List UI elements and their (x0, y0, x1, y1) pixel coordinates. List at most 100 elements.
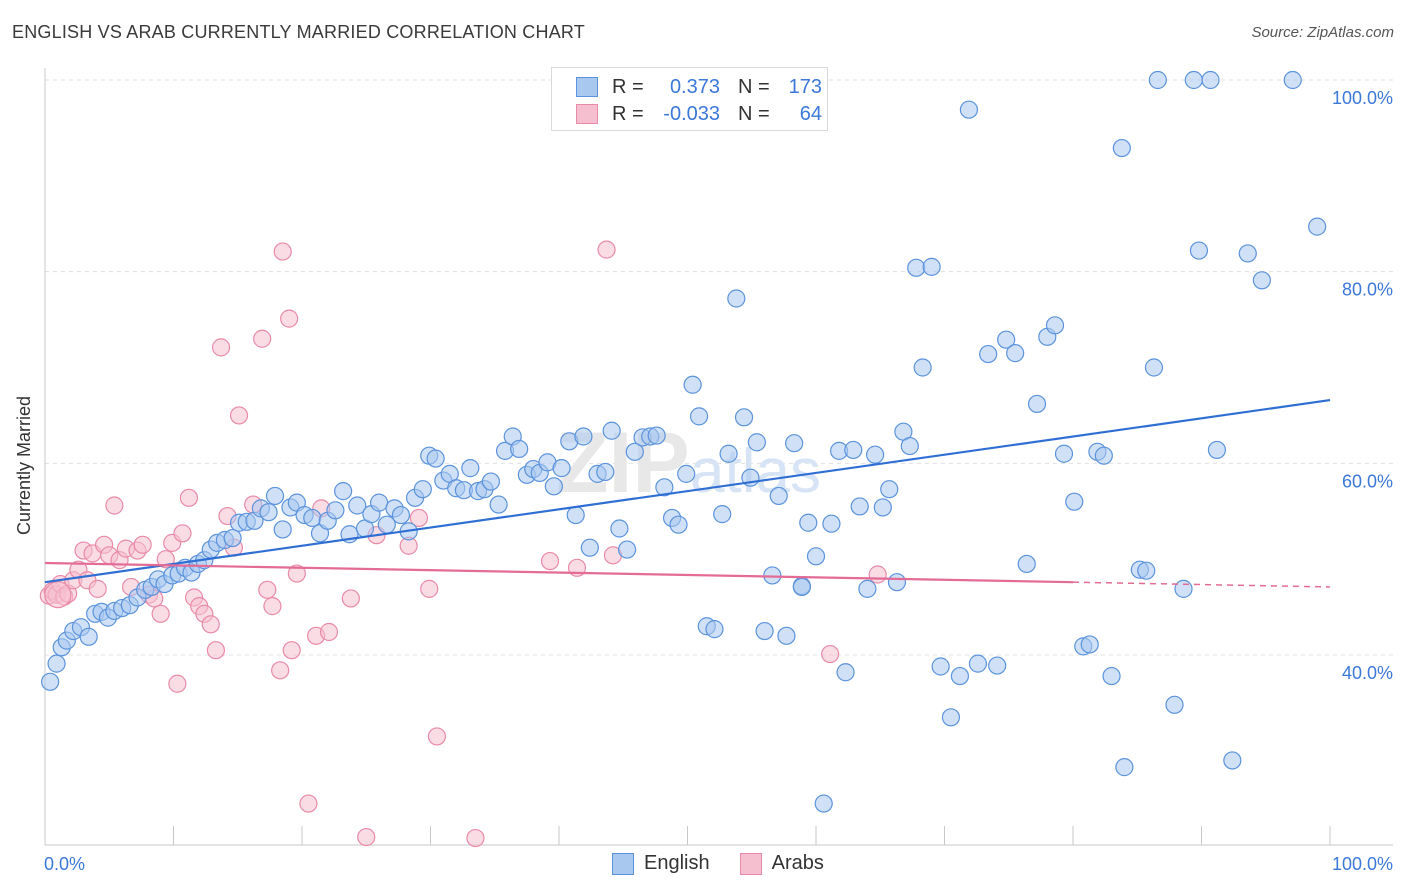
arab-point (229, 406, 249, 425)
arab-point (201, 615, 220, 634)
english-point (1184, 70, 1203, 90)
english-point (968, 654, 988, 673)
english-point (844, 440, 863, 460)
english-point (1112, 138, 1131, 158)
svg-text:ZIP: ZIP (556, 415, 690, 511)
english-point (79, 627, 98, 646)
arab-point (206, 641, 226, 660)
english-point (858, 579, 877, 598)
english-point (747, 433, 766, 452)
trend-lines (44, 398, 1331, 588)
arab-point (179, 488, 199, 507)
english-point (223, 528, 242, 548)
english-point (1148, 70, 1167, 90)
english-swatch (576, 77, 598, 97)
english-point (727, 289, 746, 308)
arab-point (282, 641, 301, 660)
english-point (785, 434, 804, 453)
english-point (1115, 758, 1134, 777)
arab-point (427, 727, 447, 746)
english-point (799, 513, 818, 532)
y-tick-label-60: 60.0% (1342, 471, 1393, 491)
arab-point (273, 242, 292, 261)
english-point (913, 358, 932, 377)
arabs-swatch (739, 852, 762, 875)
english-point (391, 505, 411, 525)
english-point (610, 519, 629, 538)
arab-point (211, 338, 231, 357)
english-point (836, 663, 855, 682)
english-point (1174, 579, 1193, 598)
arab-point (258, 580, 277, 599)
x-tick-label-min: 0.0% (44, 854, 85, 874)
english-point (303, 508, 322, 528)
source-label: Source: ZipAtlas.com (1251, 24, 1394, 41)
arabs-trend-extension (1072, 581, 1331, 588)
english-point (959, 100, 979, 119)
english-point (574, 427, 593, 446)
arab-point (868, 565, 887, 584)
arab-point (420, 579, 439, 598)
legend-item-english: English (612, 852, 710, 875)
english-point (334, 482, 353, 501)
english-point (1238, 244, 1257, 263)
english-point (988, 656, 1007, 675)
english-point (489, 495, 508, 514)
r-label: R = (612, 75, 644, 98)
english-point (1223, 751, 1242, 770)
english-point (1102, 666, 1121, 686)
english-point (566, 505, 585, 525)
english-point (922, 257, 941, 276)
english-point (866, 445, 885, 464)
english-point (618, 540, 637, 559)
english-point (1283, 70, 1302, 90)
english-point (596, 462, 615, 482)
legend-row-arabs: R = -0.033 N = 64 (576, 102, 822, 126)
english-point (1065, 492, 1084, 511)
n-label: N = (738, 75, 770, 98)
arab-point (44, 581, 72, 609)
english-point (900, 436, 919, 456)
english-point (907, 258, 926, 277)
y-tick-label-100: 100.0% (1332, 88, 1393, 108)
english-point (705, 620, 724, 639)
arab-point (151, 604, 170, 623)
english-point (1252, 271, 1271, 290)
english-point (677, 464, 696, 483)
arab-point (319, 622, 339, 642)
english-point (510, 439, 529, 459)
english-point (850, 497, 869, 516)
n-value: 64 (799, 102, 822, 125)
english-point (273, 520, 292, 539)
english-trend-line (44, 398, 1331, 584)
english-point (792, 577, 811, 597)
english-point (1080, 635, 1099, 654)
arab-point (173, 524, 192, 543)
english-point (979, 344, 998, 364)
english-swatch (612, 852, 634, 875)
english-point (1207, 440, 1227, 460)
legend-row-english: R = 0.373 N = 173 (576, 75, 822, 99)
stats-legend: R = 0.373 N = 173 R = -0.033 N = 64 (551, 67, 828, 131)
english-point (1308, 217, 1327, 236)
english-point (734, 408, 754, 427)
english-points (41, 70, 1327, 813)
arab-point (253, 329, 272, 348)
english-point (755, 621, 774, 641)
english-point (426, 449, 445, 468)
english-point (1201, 70, 1220, 90)
arab-point (133, 535, 152, 554)
n-label: N = (738, 102, 770, 125)
arab-point (299, 794, 318, 813)
english-point (1017, 554, 1036, 574)
y-tick-label-80: 80.0% (1342, 280, 1393, 300)
english-point (777, 626, 796, 645)
arab-point (287, 564, 306, 583)
english-point (265, 486, 285, 506)
english-point (481, 472, 500, 491)
english-point (1189, 241, 1209, 260)
english-point (683, 375, 702, 394)
english-point (769, 486, 788, 506)
arab-point (540, 551, 560, 571)
english-point (822, 514, 841, 533)
